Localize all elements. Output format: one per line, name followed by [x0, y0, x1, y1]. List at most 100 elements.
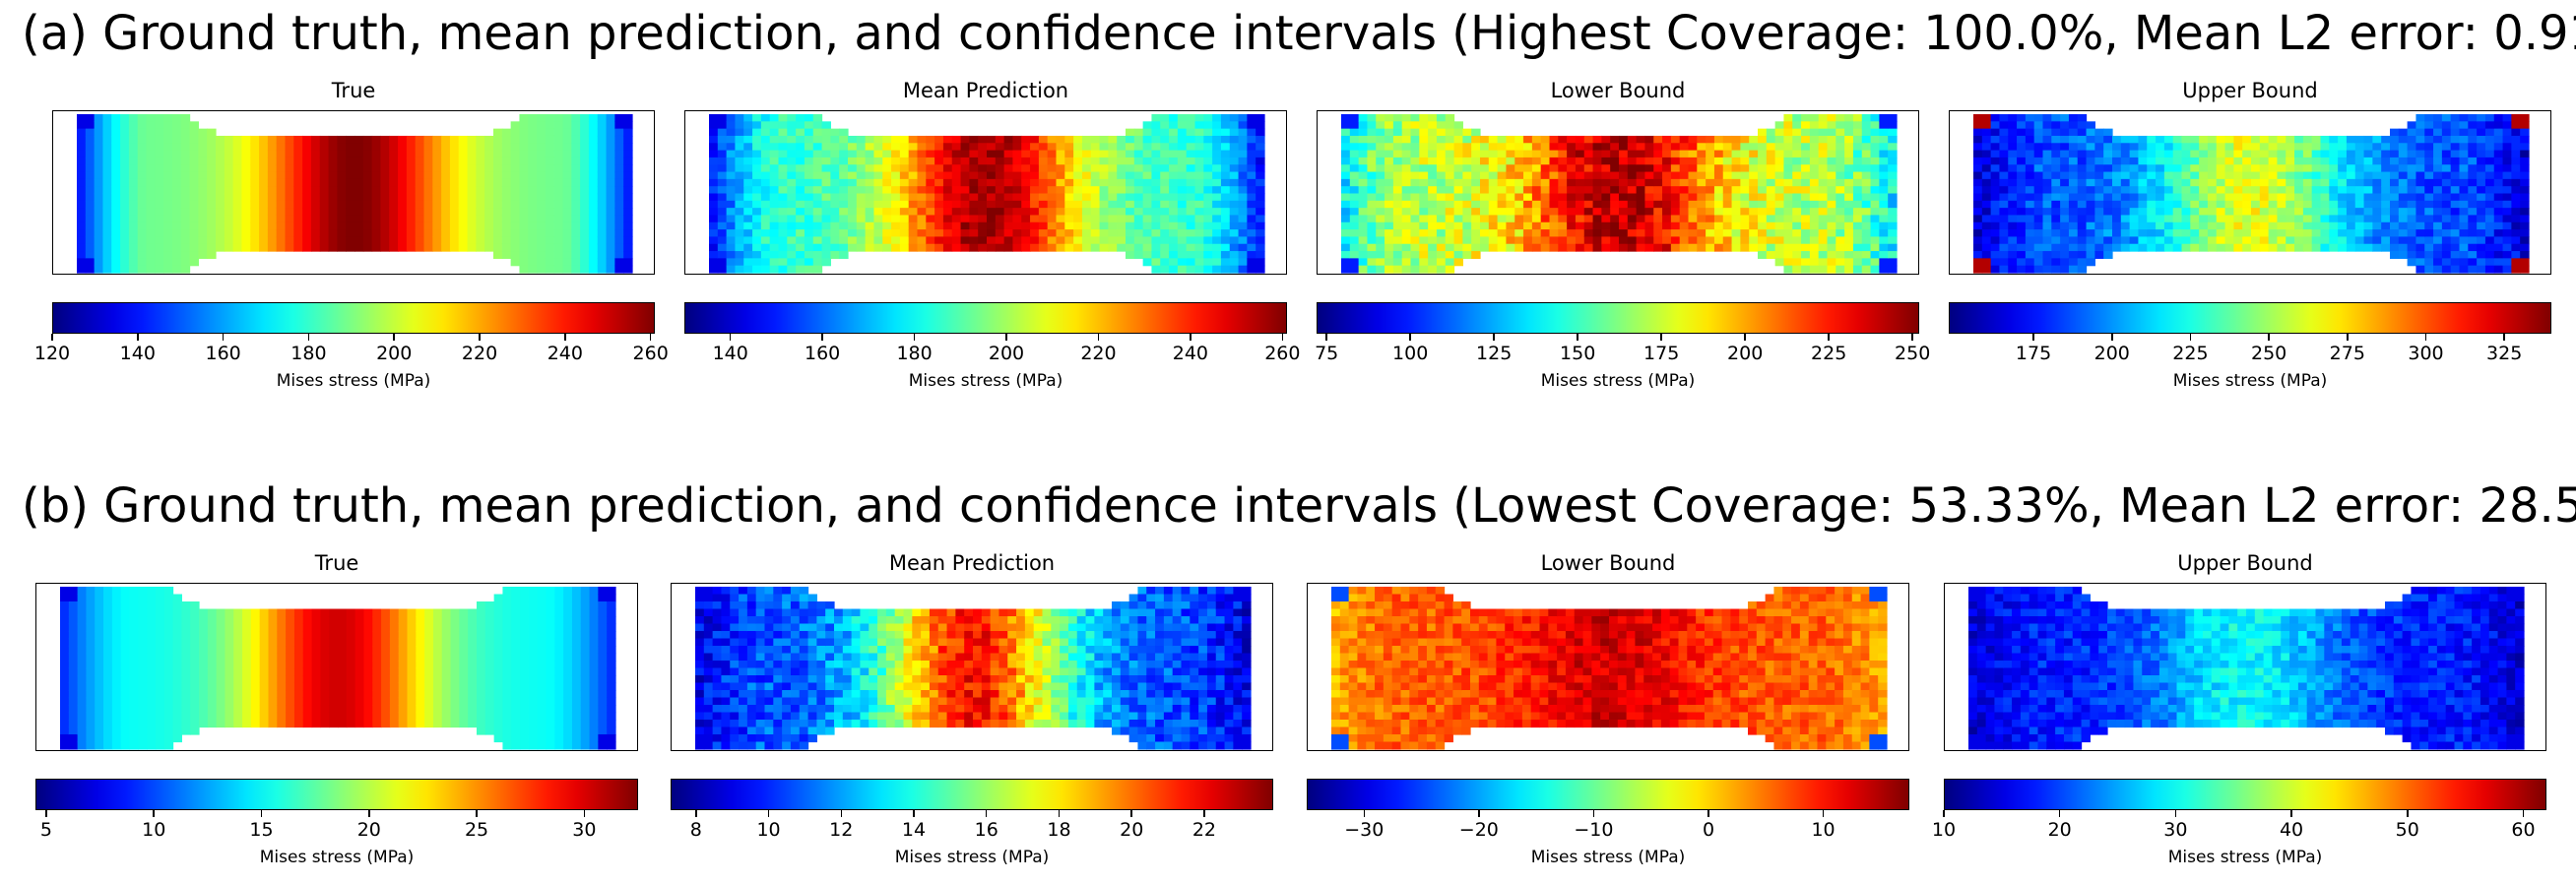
heatmap-cell	[1801, 229, 1811, 238]
heatmap-cell	[1349, 208, 1360, 217]
heatmap-cell	[796, 121, 805, 130]
heatmap-cell	[1186, 258, 1196, 267]
heatmap-cell	[796, 143, 805, 152]
heatmap-cell	[752, 229, 762, 238]
heatmap-cell	[545, 164, 555, 173]
heatmap-cell	[267, 229, 278, 238]
heatmap-cell	[77, 236, 87, 245]
heatmap-cell	[942, 215, 953, 223]
heatmap-cell	[787, 193, 797, 202]
heatmap-cell	[891, 186, 901, 195]
heatmap-cell	[2502, 215, 2512, 223]
heatmap-cell	[171, 186, 182, 195]
heatmap-cell	[1549, 135, 1559, 144]
heatmap-cell	[2268, 221, 2279, 230]
heatmap-cell	[1064, 221, 1074, 230]
heatmap-cell	[1531, 171, 1542, 180]
heatmap-cell	[743, 215, 753, 223]
heatmap-cell	[1783, 251, 1793, 259]
heatmap-cell	[2163, 243, 2174, 252]
heatmap-cell	[2094, 186, 2104, 195]
heatmap-cell	[1697, 150, 1707, 158]
heatmap-cell	[2103, 193, 2113, 202]
heatmap-cell	[2424, 186, 2434, 195]
heatmap-cell	[1852, 135, 1863, 144]
heatmap-cell	[163, 236, 173, 245]
heatmap-cell	[545, 135, 555, 144]
heatmap-cell	[1012, 243, 1022, 252]
heatmap-cell	[1861, 135, 1872, 144]
heatmap-cell	[1567, 186, 1577, 195]
heatmap-cell	[1523, 200, 1533, 209]
heatmap-cell	[216, 208, 225, 217]
heatmap-cell	[224, 157, 234, 165]
heatmap-cell	[1419, 215, 1429, 223]
heatmap-cell	[111, 229, 121, 238]
heatmap-cell	[2181, 143, 2191, 152]
heatmap-cell	[432, 229, 442, 238]
heatmap-cell	[2017, 143, 2027, 152]
heatmap-cell	[709, 236, 719, 245]
heatmap-cell	[2025, 243, 2035, 252]
heatmap-cell	[1376, 178, 1385, 187]
heatmap-cell	[120, 265, 130, 274]
heatmap-cell	[2268, 157, 2279, 165]
heatmap-cell	[1758, 164, 1768, 173]
heatmap-cell	[232, 229, 243, 238]
heatmap-cell	[769, 150, 780, 158]
heatmap-cell	[1090, 221, 1101, 230]
heatmap-cell	[796, 178, 805, 187]
heatmap-cell	[856, 178, 867, 187]
heatmap-cell	[2511, 135, 2521, 144]
heatmap-cell	[95, 638, 104, 647]
heatmap-cell	[354, 200, 364, 209]
heatmap-cell	[2216, 171, 2226, 180]
heatmap-cell	[1610, 215, 1620, 223]
heatmap-cell	[406, 229, 417, 238]
heatmap-cell	[484, 135, 494, 144]
heatmap-cell	[1238, 178, 1248, 187]
heatmap-cell	[969, 150, 979, 158]
heatmap-cell	[2398, 193, 2409, 202]
heatmap-cell	[908, 186, 919, 195]
heatmap-cell	[2129, 229, 2140, 238]
heatmap-cell	[1636, 193, 1646, 202]
heatmap-cell	[2459, 157, 2469, 165]
heatmap-cell	[1186, 221, 1196, 230]
heatmap-cell	[2033, 243, 2044, 252]
heatmap-cell	[1186, 143, 1196, 152]
heatmap-cell	[406, 150, 417, 158]
heatmap-cell	[743, 193, 753, 202]
heatmap-cell	[1888, 164, 1898, 173]
heatmap-cell	[969, 200, 979, 209]
heatmap-cell	[1238, 135, 1248, 144]
heatmap-cell	[1644, 243, 1654, 252]
heatmap-cell	[1558, 193, 1568, 202]
heatmap-cell	[1445, 251, 1455, 259]
heatmap-cell	[2216, 200, 2226, 209]
heatmap-cell	[232, 143, 243, 152]
heatmap-cell	[1090, 164, 1101, 173]
heatmap-cell	[2450, 258, 2461, 267]
heatmap-cell	[1766, 200, 1776, 209]
heatmap-cell	[171, 215, 182, 223]
heatmap-cell	[337, 143, 347, 152]
heatmap-cell	[2484, 193, 2495, 202]
heatmap-cell	[2407, 143, 2417, 152]
colorbar-tick	[1325, 334, 1327, 341]
heatmap-cell	[796, 265, 805, 274]
heatmap-cell	[623, 221, 633, 230]
heatmap-cell	[1567, 243, 1577, 252]
heatmap-cell	[969, 178, 979, 187]
heatmap-cell	[2181, 135, 2191, 144]
heatmap-cell	[2051, 135, 2061, 144]
heatmap-cell	[735, 215, 744, 223]
heatmap-cell	[537, 229, 547, 238]
heatmap-cell	[1662, 200, 1672, 209]
heatmap-cell	[2354, 164, 2365, 173]
heatmap-cell	[908, 135, 919, 144]
heatmap-cells	[709, 114, 1265, 274]
heatmap-cell	[1341, 157, 1351, 165]
heatmap-cell	[111, 178, 121, 187]
heatmap-cell	[302, 157, 312, 165]
